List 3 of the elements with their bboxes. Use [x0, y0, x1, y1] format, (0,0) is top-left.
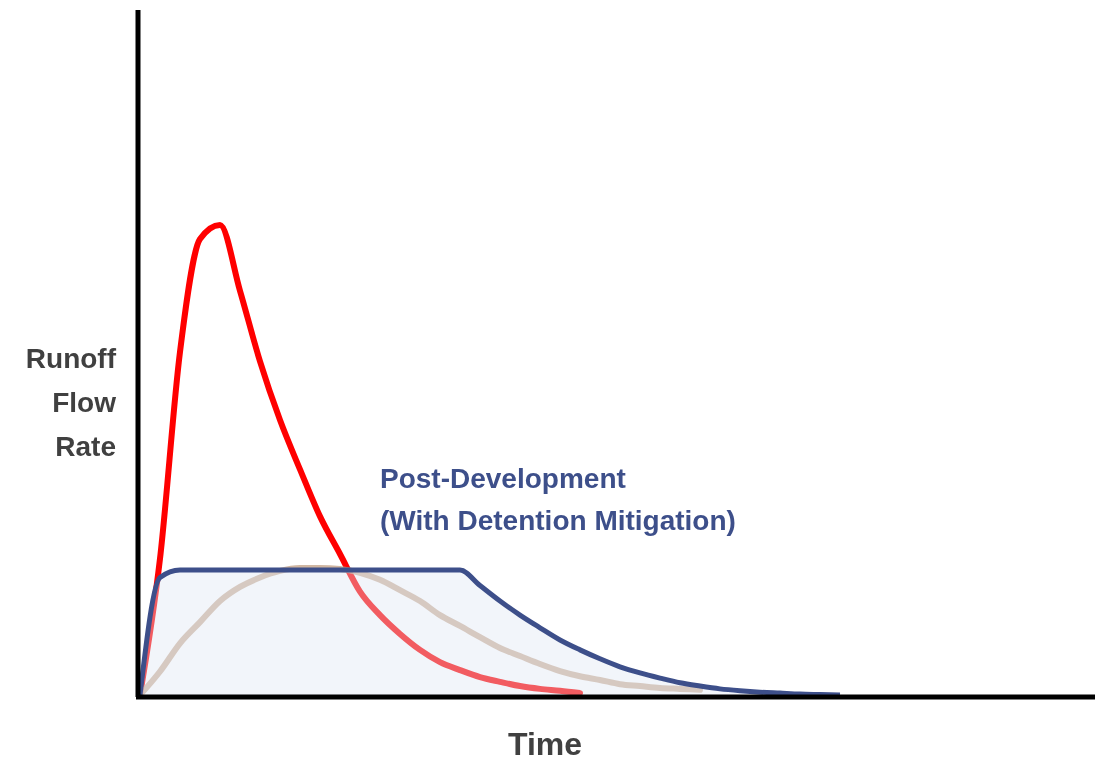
series-label: Post-Development (With Detention Mitigation)	[380, 462, 736, 536]
y-axis-title: Runoff Flow Rate	[25, 343, 117, 462]
x-axis-title: Time	[507, 726, 583, 762]
